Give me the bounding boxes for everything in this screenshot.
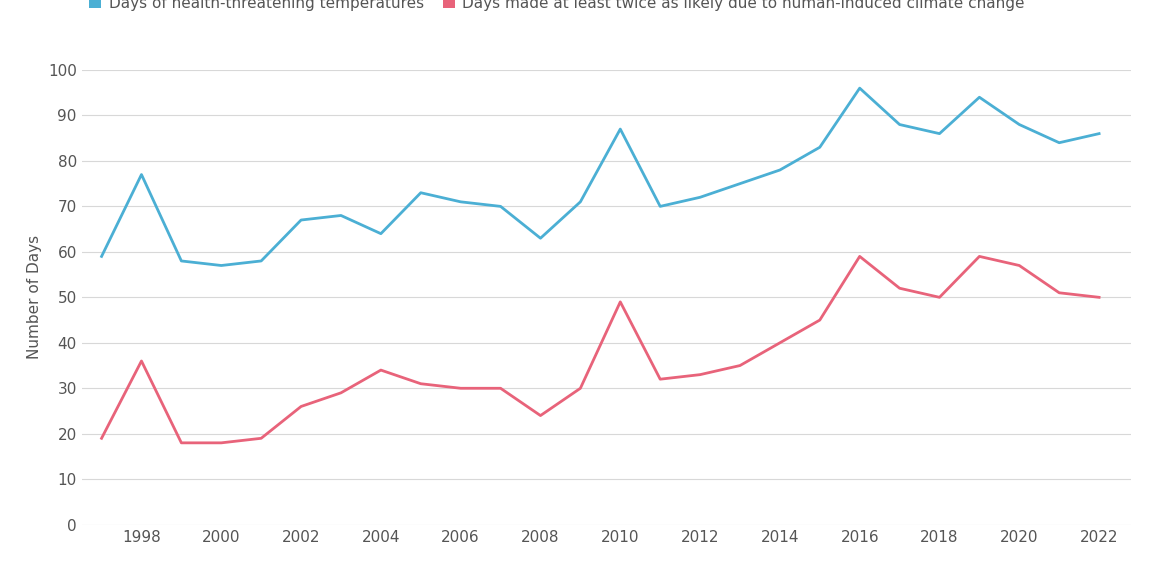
Legend: Days of health-threatening temperatures, Days made at least twice as likely due : Days of health-threatening temperatures,…	[90, 0, 1025, 10]
Y-axis label: Number of Days: Number of Days	[27, 236, 42, 359]
